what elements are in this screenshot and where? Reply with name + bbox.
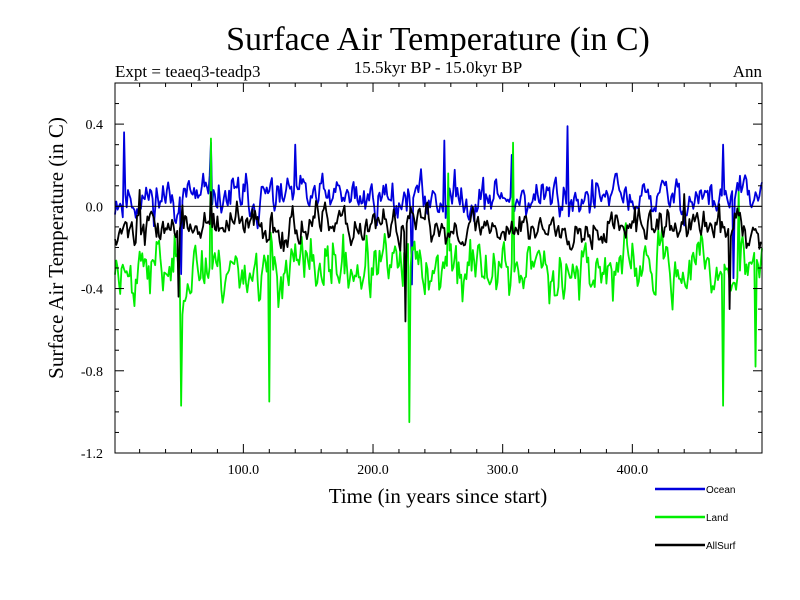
x-tick-label: 400.0 — [617, 463, 649, 478]
y-axis-label: Surface Air Temperature (in C) — [44, 117, 68, 379]
x-tick-label: 100.0 — [228, 463, 260, 478]
experiment-label: Expt = teaeq3-teadp3 — [115, 62, 261, 81]
y-tick-label: -0.4 — [81, 283, 103, 298]
legend: Ocean Land AllSurf — [655, 485, 736, 552]
axes: -1.2 -0.8 -0.4 0.0 0.4 100.0 200.0 300.0 400.0 — [81, 82, 763, 478]
legend-label-allsurf: AllSurf — [706, 541, 736, 552]
chart-subtitle: 15.5kyr BP - 15.0kyr BP — [354, 58, 522, 77]
season-label: Ann — [733, 62, 763, 81]
x-tick-label: 200.0 — [357, 463, 389, 478]
legend-label-ocean: Ocean — [706, 485, 735, 496]
y-tick-label: -0.8 — [81, 365, 103, 380]
plot-area — [114, 125, 763, 424]
x-tick-label: 300.0 — [487, 463, 519, 478]
series-line-ocean — [114, 125, 763, 286]
y-tick-label: 0.4 — [86, 118, 104, 133]
y-tick-label: -1.2 — [81, 447, 103, 462]
series-line-allsurf — [114, 188, 763, 323]
x-axis-label: Time (in years since start) — [329, 484, 548, 508]
chart-title: Surface Air Temperature (in C) — [226, 21, 650, 58]
series-line-land — [114, 137, 763, 424]
y-tick-label: 0.0 — [86, 200, 104, 215]
legend-label-land: Land — [706, 513, 728, 524]
